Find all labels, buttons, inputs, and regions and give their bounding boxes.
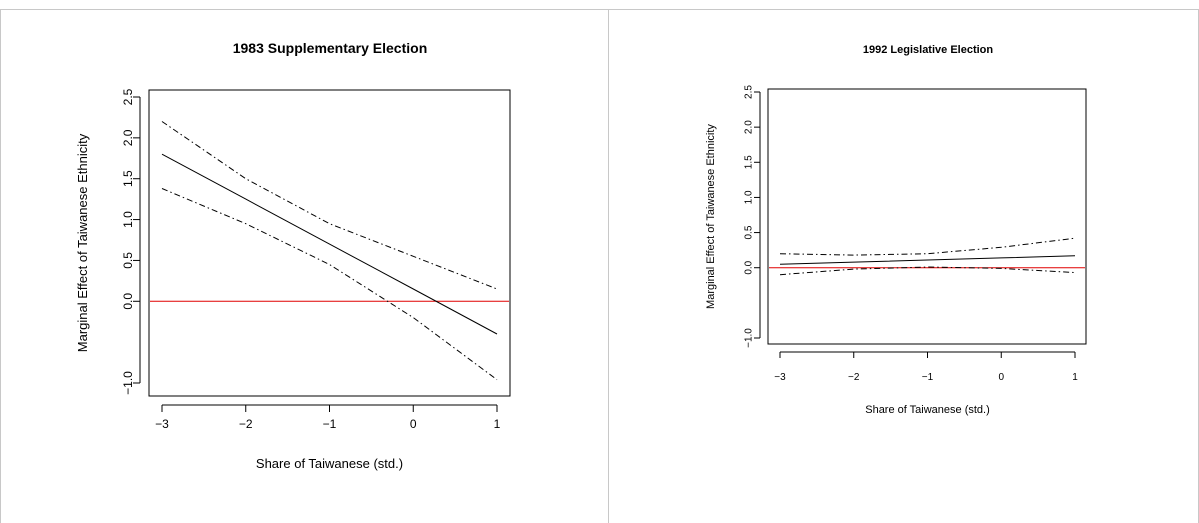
- chart-1-x-axis-title: Share of Taiwanese (std.): [256, 456, 403, 471]
- chart-1-upper-ci-line: [161, 121, 498, 290]
- chart-2-title: 1992 Legislative Election: [863, 44, 994, 56]
- chart-1-plot-frame: [148, 89, 511, 397]
- chart-1-y-tick-label: 2.0: [121, 129, 135, 146]
- chart-1-y-tick-label: 1.5: [121, 170, 135, 187]
- chart-2-estimate-line: [779, 255, 1076, 265]
- chart-2-lower-ci-line: [779, 266, 1076, 276]
- chart-2-x-tick-label: 0: [998, 372, 1004, 383]
- frame-top-border: [0, 9, 1199, 10]
- chart-1-y-tick-label: 1.0: [121, 211, 135, 228]
- chart-1-y-axis-title: Marginal Effect of Taiwanese Ethnicity: [75, 133, 90, 352]
- chart-2-y-tick-label: 2.5: [744, 85, 755, 99]
- chart-2-y-tick-label: 0.5: [744, 225, 755, 239]
- chart-2-x-tick-label: −1: [922, 372, 934, 383]
- chart-1-lower-ci-line: [161, 188, 498, 381]
- chart-1-y-tick-label: 2.5: [121, 88, 135, 105]
- chart-1-title: 1983 Supplementary Election: [233, 40, 428, 56]
- chart-1-y-tick-label: 0.0: [121, 293, 135, 310]
- chart-1-x-tick-label: 0: [410, 417, 417, 431]
- chart-2-x-tick-label: 1: [1072, 372, 1078, 383]
- chart-1-y-tick-label: −1.0: [121, 371, 135, 395]
- chart-1-x-tick-label: −3: [155, 417, 169, 431]
- chart-1-estimate-line: [161, 153, 498, 335]
- chart-1-x-tick-label: −1: [323, 417, 337, 431]
- panel-divider: [608, 9, 609, 523]
- chart-2-x-tick-label: −2: [848, 372, 860, 383]
- chart-2-upper-ci-line: [779, 237, 1076, 256]
- chart-2-y-tick-label: −1.0: [744, 328, 755, 348]
- chart-2-y-tick-label: 1.5: [744, 155, 755, 169]
- chart-1-x-tick-label: 1: [494, 417, 501, 431]
- chart-2-y-tick-label: 2.0: [744, 120, 755, 134]
- chart-2-y-tick-label: 1.0: [744, 190, 755, 204]
- chart-1-x-tick-label: −2: [239, 417, 253, 431]
- frame-left-border: [0, 9, 1, 523]
- chart-2-x-axis-title: Share of Taiwanese (std.): [865, 404, 990, 416]
- chart-2-y-tick-label: 0.0: [744, 260, 755, 274]
- chart-1-y-tick-label: 0.5: [121, 252, 135, 269]
- chart-2-y-axis-title: Marginal Effect of Taiwanese Ethnicity: [705, 124, 717, 309]
- chart-2-x-tick-label: −3: [774, 372, 786, 383]
- chart-2-plot-frame: [767, 88, 1087, 345]
